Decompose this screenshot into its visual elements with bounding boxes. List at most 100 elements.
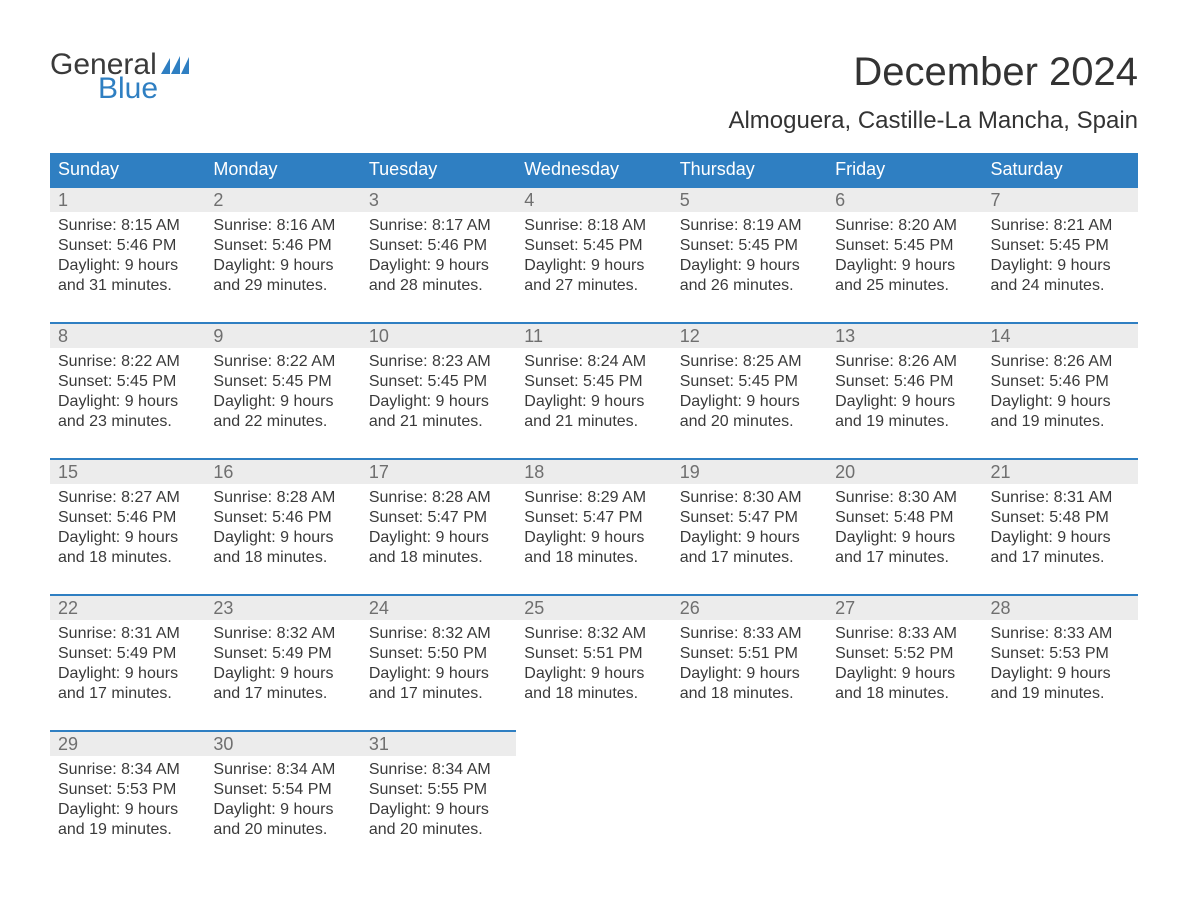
empty-cell <box>983 730 1138 848</box>
daynum-bar: 27 <box>827 594 982 620</box>
day-number: 23 <box>213 596 352 620</box>
daylight-line1: Daylight: 9 hours <box>213 664 352 684</box>
daylight-line1: Daylight: 9 hours <box>524 392 663 412</box>
daylight-line1: Daylight: 9 hours <box>58 392 197 412</box>
daylight-line1: Daylight: 9 hours <box>369 800 508 820</box>
sunrise-text: Sunrise: 8:33 AM <box>835 624 974 644</box>
daylight-line2: and 18 minutes. <box>213 548 352 568</box>
day-cell: 26Sunrise: 8:33 AMSunset: 5:51 PMDayligh… <box>672 594 827 712</box>
daylight-line2: and 18 minutes. <box>58 548 197 568</box>
daynum-bar: 3 <box>361 186 516 212</box>
daylight-line2: and 28 minutes. <box>369 276 508 296</box>
day-info: Sunrise: 8:30 AMSunset: 5:47 PMDaylight:… <box>680 488 819 568</box>
day-cell: 23 Sunrise: 8:32 AMSunset: 5:49 PMDayligh… <box>205 594 360 712</box>
daylight-line1: Daylight: 9 hours <box>524 528 663 548</box>
sunset-text: Sunset: 5:53 PM <box>991 644 1130 664</box>
daylight-line1: Daylight: 9 hours <box>213 256 352 276</box>
day-cell: 9Sunrise: 8:22 AMSunset: 5:45 PMDaylight… <box>205 322 360 440</box>
day-number: 6 <box>835 188 974 212</box>
sunrise-text: Sunrise: 8:24 AM <box>524 352 663 372</box>
sunrise-text: Sunrise: 8:32 AM <box>213 624 352 644</box>
day-info: Sunrise: 8:28 AMSunset: 5:46 PMDaylight:… <box>213 488 352 568</box>
day-info: Sunrise: 8:31 AMSunset: 5:48 PMDaylight:… <box>991 488 1130 568</box>
day-number: 19 <box>680 460 819 484</box>
day-cell: 3Sunrise: 8:17 AMSunset: 5:46 PMDaylight… <box>361 186 516 304</box>
day-cell: 24Sunrise: 8:32 AMSunset: 5:50 PMDayligh… <box>361 594 516 712</box>
daylight-line2: and 18 minutes. <box>680 684 819 704</box>
daynum-bar: 11 <box>516 322 671 348</box>
sunrise-text: Sunrise: 8:28 AM <box>369 488 508 508</box>
day-cell: 22Sunrise: 8:31 AMSunset: 5:49 PMDayligh… <box>50 594 205 712</box>
sunset-text: Sunset: 5:46 PM <box>369 236 508 256</box>
daynum-bar: 28 <box>983 594 1138 620</box>
daylight-line1: Daylight: 9 hours <box>58 664 197 684</box>
day-number: 29 <box>58 732 197 756</box>
daylight-line2: and 19 minutes. <box>835 412 974 432</box>
day-number: 8 <box>58 324 197 348</box>
day-number: 17 <box>369 460 508 484</box>
day-cell: 27Sunrise: 8:33 AMSunset: 5:52 PMDayligh… <box>827 594 982 712</box>
daynum-bar: 15 <box>50 458 205 484</box>
daynum-bar: 16 <box>205 458 360 484</box>
sunrise-text: Sunrise: 8:15 AM <box>58 216 197 236</box>
sunrise-text: Sunrise: 8:23 AM <box>369 352 508 372</box>
daylight-line1: Daylight: 9 hours <box>680 392 819 412</box>
daynum-bar: 13 <box>827 322 982 348</box>
daynum-bar: 10 <box>361 322 516 348</box>
daylight-line1: Daylight: 9 hours <box>835 392 974 412</box>
day-info: Sunrise: 8:28 AMSunset: 5:47 PMDaylight:… <box>369 488 508 568</box>
daylight-line2: and 21 minutes. <box>369 412 508 432</box>
daynum-bar: 5 <box>672 186 827 212</box>
day-info: Sunrise: 8:26 AMSunset: 5:46 PMDaylight:… <box>835 352 974 432</box>
daylight-line1: Daylight: 9 hours <box>680 256 819 276</box>
day-number: 5 <box>680 188 819 212</box>
daylight-line2: and 24 minutes. <box>991 276 1130 296</box>
day-cell: 31Sunrise: 8:34 AMSunset: 5:55 PMDayligh… <box>361 730 516 848</box>
day-cell: 21Sunrise: 8:31 AMSunset: 5:48 PMDayligh… <box>983 458 1138 576</box>
calendar: SundayMondayTuesdayWednesdayThursdayFrid… <box>50 153 1138 848</box>
sunset-text: Sunset: 5:55 PM <box>369 780 508 800</box>
daylight-line1: Daylight: 9 hours <box>369 392 508 412</box>
day-cell: 18Sunrise: 8:29 AMSunset: 5:47 PMDayligh… <box>516 458 671 576</box>
sunrise-text: Sunrise: 8:34 AM <box>369 760 508 780</box>
day-info: Sunrise: 8:15 AMSunset: 5:46 PMDaylight:… <box>58 216 197 296</box>
daylight-line2: and 19 minutes. <box>58 820 197 840</box>
daylight-line2: and 20 minutes. <box>213 820 352 840</box>
day-info: Sunrise: 8:24 AMSunset: 5:45 PMDaylight:… <box>524 352 663 432</box>
sunset-text: Sunset: 5:48 PM <box>991 508 1130 528</box>
day-number: 10 <box>369 324 508 348</box>
sunrise-text: Sunrise: 8:17 AM <box>369 216 508 236</box>
day-number: 1 <box>58 188 197 212</box>
day-cell: 28Sunrise: 8:33 AMSunset: 5:53 PMDayligh… <box>983 594 1138 712</box>
daynum-bar: 23 <box>205 594 360 620</box>
day-number: 2 <box>213 188 352 212</box>
sunset-text: Sunset: 5:46 PM <box>991 372 1130 392</box>
day-cell: 20Sunrise: 8:30 AMSunset: 5:48 PMDayligh… <box>827 458 982 576</box>
day-cell: 14Sunrise: 8:26 AMSunset: 5:46 PMDayligh… <box>983 322 1138 440</box>
sunset-text: Sunset: 5:47 PM <box>680 508 819 528</box>
week-row: 15Sunrise: 8:27 AMSunset: 5:46 PMDayligh… <box>50 458 1138 576</box>
day-cell: 15Sunrise: 8:27 AMSunset: 5:46 PMDayligh… <box>50 458 205 576</box>
daynum-bar: 29 <box>50 730 205 756</box>
day-cell: 29Sunrise: 8:34 AMSunset: 5:53 PMDayligh… <box>50 730 205 848</box>
sunrise-text: Sunrise: 8:25 AM <box>680 352 819 372</box>
day-number: 13 <box>835 324 974 348</box>
daylight-line1: Daylight: 9 hours <box>991 256 1130 276</box>
sunset-text: Sunset: 5:49 PM <box>213 644 352 664</box>
sunset-text: Sunset: 5:50 PM <box>369 644 508 664</box>
day-info: Sunrise: 8:34 AMSunset: 5:55 PMDaylight:… <box>369 760 508 840</box>
daynum-bar: 25 <box>516 594 671 620</box>
empty-cell <box>827 730 982 848</box>
daylight-line2: and 29 minutes. <box>213 276 352 296</box>
sunrise-text: Sunrise: 8:33 AM <box>680 624 819 644</box>
calendar-page: General Blue December 2024 Almoguera, Ca… <box>0 0 1188 918</box>
day-info: Sunrise: 8:32 AMSunset: 5:51 PMDaylight:… <box>524 624 663 704</box>
daylight-line1: Daylight: 9 hours <box>213 800 352 820</box>
daynum-bar: 7 <box>983 186 1138 212</box>
sunrise-text: Sunrise: 8:22 AM <box>58 352 197 372</box>
day-info: Sunrise: 8:21 AMSunset: 5:45 PMDaylight:… <box>991 216 1130 296</box>
sunrise-text: Sunrise: 8:29 AM <box>524 488 663 508</box>
daylight-line1: Daylight: 9 hours <box>835 664 974 684</box>
sunset-text: Sunset: 5:45 PM <box>213 372 352 392</box>
day-cell: 5Sunrise: 8:19 AMSunset: 5:45 PMDaylight… <box>672 186 827 304</box>
